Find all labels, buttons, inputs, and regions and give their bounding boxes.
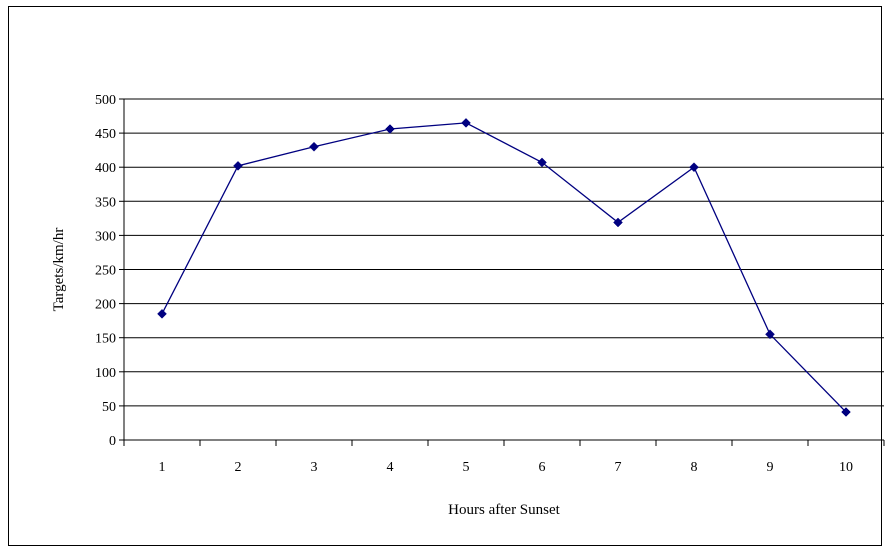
y-tick-label-400: 400 [95, 161, 116, 176]
data-point-3 [309, 141, 319, 152]
y-axis-title: Targets/km/hr [51, 228, 67, 312]
x-tick-label-8: 8 [691, 460, 698, 475]
x-tick-label-2: 2 [235, 460, 242, 475]
x-tick-label-5: 5 [463, 460, 470, 475]
y-axis-ticks: 0 50 100 150 200 250 300 350 400 450 500 [95, 93, 124, 449]
x-tick-label-7: 7 [615, 460, 622, 475]
gridlines [124, 98, 884, 407]
y-tick-label-50: 50 [102, 400, 116, 415]
x-tick-label-3: 3 [311, 460, 318, 475]
y-tick-label-450: 450 [95, 127, 116, 142]
data-point-4 [385, 124, 395, 134]
y-tick-label-350: 350 [95, 195, 116, 210]
y-tick-label-0: 0 [109, 434, 116, 449]
y-tick-label-200: 200 [95, 298, 116, 313]
data-point-2 [233, 160, 243, 171]
data-point-8 [689, 162, 699, 173]
y-tick-label-150: 150 [95, 332, 116, 347]
chart-frame [8, 6, 882, 546]
x-tick-label-10: 10 [839, 460, 853, 475]
data-point-7 [613, 217, 623, 228]
data-point-9 [765, 329, 775, 340]
data-point-5 [461, 118, 471, 128]
series-group [157, 118, 851, 417]
y-tick-label-500: 500 [95, 93, 116, 108]
y-tick-label-100: 100 [95, 366, 116, 381]
data-point-10 [841, 407, 851, 417]
data-point-1 [157, 308, 167, 319]
x-tick-label-1: 1 [159, 460, 166, 475]
y-tick-label-300: 300 [95, 229, 116, 244]
data-point-6 [537, 157, 547, 168]
x-axis-ticks: 1 2 3 4 5 6 7 8 9 10 [123, 440, 885, 475]
x-axis-title: Hours after Sunset [448, 502, 560, 518]
series-line-0 [161, 122, 847, 413]
x-tick-label-4: 4 [387, 460, 394, 475]
x-tick-label-6: 6 [539, 460, 546, 475]
x-tick-label-9: 9 [767, 460, 774, 475]
y-tick-label-250: 250 [95, 264, 116, 279]
